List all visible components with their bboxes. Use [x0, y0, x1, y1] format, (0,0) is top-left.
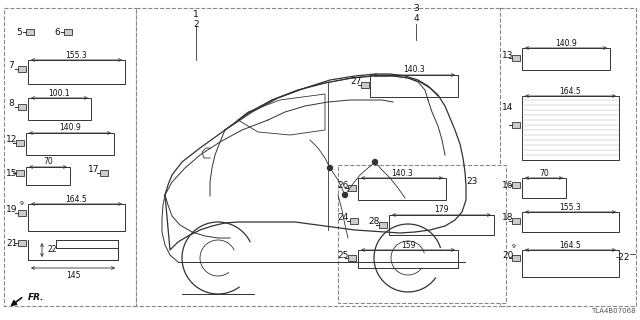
Bar	[100, 170, 108, 176]
Bar	[512, 182, 520, 188]
Bar	[348, 255, 356, 261]
Bar	[358, 250, 458, 268]
Text: FR.: FR.	[28, 293, 45, 302]
Text: TLA4B07068: TLA4B07068	[591, 308, 636, 314]
Bar	[361, 82, 369, 88]
Text: 16: 16	[502, 180, 513, 189]
Bar	[522, 48, 610, 70]
Text: 1: 1	[193, 10, 199, 19]
Bar	[512, 218, 520, 224]
Text: -22: -22	[616, 253, 630, 262]
Text: 14: 14	[502, 103, 513, 113]
Text: 140.3: 140.3	[403, 66, 425, 75]
Text: 20: 20	[502, 251, 513, 260]
Bar	[512, 122, 520, 128]
Text: 19: 19	[6, 205, 17, 214]
Text: 159: 159	[401, 241, 415, 250]
Text: 145: 145	[66, 270, 80, 279]
Text: 17: 17	[88, 165, 99, 174]
Bar	[512, 55, 520, 61]
Text: 13: 13	[502, 51, 513, 60]
Bar	[26, 133, 114, 155]
Bar	[18, 210, 26, 216]
Bar	[348, 185, 356, 191]
Text: 140.3: 140.3	[391, 169, 413, 178]
Text: 27: 27	[350, 77, 362, 86]
Text: 140.9: 140.9	[59, 124, 81, 132]
Bar	[18, 66, 26, 72]
Bar	[4, 8, 136, 306]
Bar	[16, 170, 24, 176]
Text: 25: 25	[337, 251, 348, 260]
Text: 7: 7	[8, 61, 13, 70]
Bar	[136, 8, 506, 306]
Text: 9: 9	[512, 244, 516, 249]
Text: 6: 6	[54, 28, 60, 37]
Text: 155.3: 155.3	[66, 51, 88, 60]
Text: 9: 9	[20, 201, 24, 206]
Text: 140.9: 140.9	[555, 38, 577, 47]
Bar	[16, 140, 24, 146]
Text: 179: 179	[435, 205, 449, 214]
Bar	[522, 178, 566, 198]
Bar	[338, 165, 506, 303]
Circle shape	[342, 193, 348, 197]
Bar	[358, 178, 446, 200]
Bar	[28, 98, 91, 120]
Text: 100.1: 100.1	[49, 89, 70, 98]
Text: 24: 24	[337, 213, 348, 222]
Bar	[64, 29, 72, 35]
Circle shape	[372, 159, 378, 164]
Text: 22: 22	[47, 245, 56, 254]
Bar	[379, 222, 387, 228]
Bar	[28, 60, 125, 84]
Text: 155.3: 155.3	[559, 203, 581, 212]
Bar	[522, 212, 619, 232]
Text: 164.5: 164.5	[66, 195, 88, 204]
Text: 164.5: 164.5	[559, 86, 581, 95]
Text: 8: 8	[8, 100, 13, 108]
Bar	[18, 104, 26, 110]
Bar	[350, 218, 358, 224]
Circle shape	[328, 165, 333, 171]
Text: 15: 15	[6, 169, 17, 178]
Bar	[500, 8, 636, 306]
Bar	[522, 250, 619, 277]
Bar	[26, 167, 70, 185]
Text: 26: 26	[337, 180, 348, 189]
Text: 21: 21	[6, 238, 17, 247]
Text: 12: 12	[6, 135, 17, 145]
Text: 164.5: 164.5	[559, 241, 581, 250]
Bar	[18, 240, 26, 246]
Text: 28: 28	[368, 218, 380, 227]
Text: 70: 70	[43, 157, 53, 166]
Text: 23: 23	[467, 178, 477, 187]
Bar	[28, 204, 125, 231]
Text: 4: 4	[413, 14, 419, 23]
Bar	[370, 75, 458, 97]
Text: 2: 2	[193, 20, 199, 29]
Bar	[26, 29, 34, 35]
Text: 3: 3	[413, 4, 419, 13]
Text: 70: 70	[539, 169, 549, 178]
Text: 5: 5	[16, 28, 22, 37]
Bar	[522, 96, 619, 160]
Text: 18: 18	[502, 213, 513, 222]
Bar	[389, 215, 494, 235]
Bar	[512, 255, 520, 261]
